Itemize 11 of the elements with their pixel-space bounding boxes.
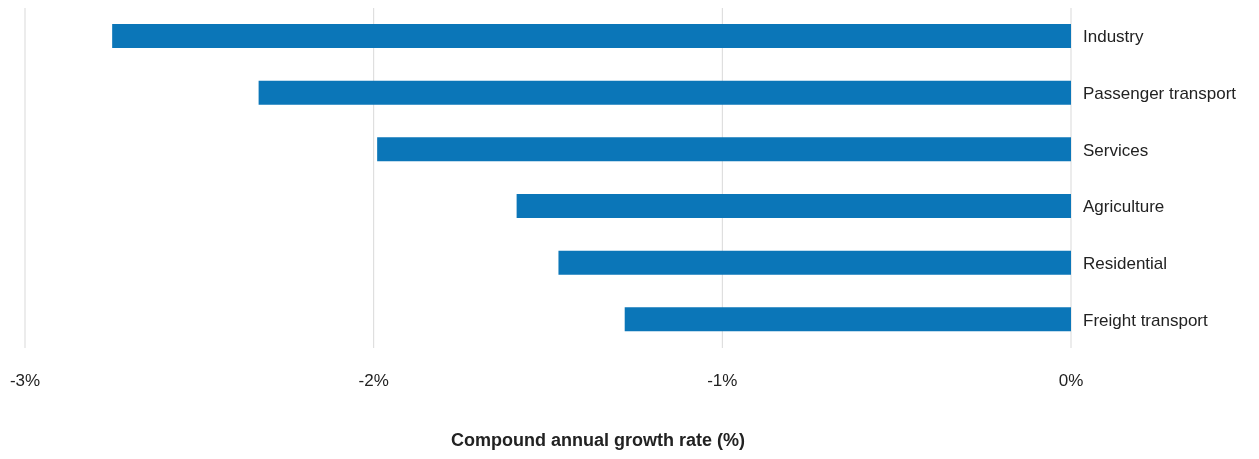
- x-tick-label: 0%: [1058, 371, 1084, 391]
- x-axis-title: Compound annual growth rate (%): [450, 430, 746, 451]
- x-tick-label: -3%: [9, 371, 41, 391]
- y-tick-label: Services: [1083, 140, 1149, 160]
- x-tick-label: -2%: [358, 371, 389, 391]
- y-tick-label: Industry: [1083, 27, 1144, 47]
- y-tick-label: Residential: [1083, 254, 1168, 274]
- y-tick-label: Freight transport: [1083, 310, 1208, 330]
- x-tick-label: -1%: [707, 371, 738, 391]
- y-tick-label: Agriculture: [1083, 197, 1165, 217]
- y-tick-label: Passenger transport: [1083, 84, 1237, 104]
